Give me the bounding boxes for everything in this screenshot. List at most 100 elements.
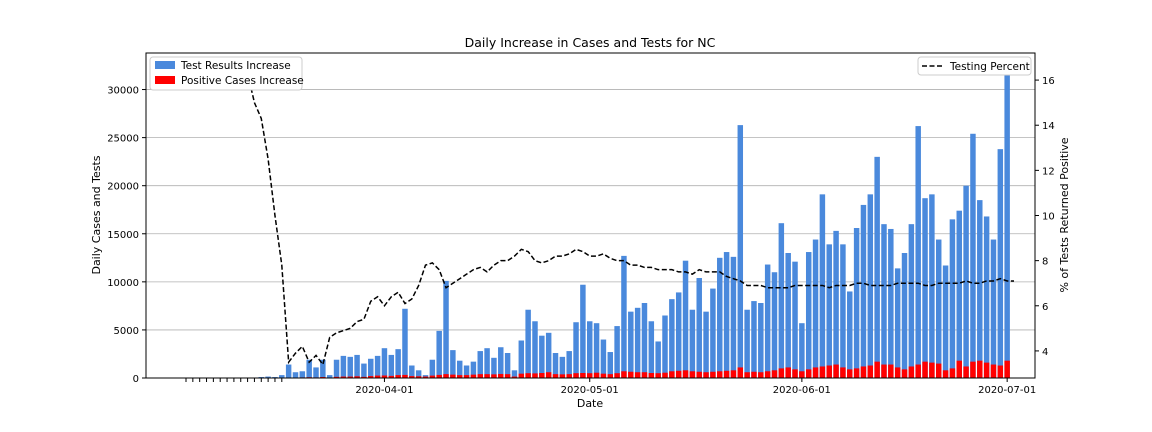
bar-positive-cases <box>340 376 347 378</box>
bar-positive-cases <box>901 369 908 378</box>
bar-positive-cases <box>504 374 511 378</box>
bar-positive-cases <box>737 367 744 378</box>
x-tick-label: 2020-06-01 <box>773 385 831 396</box>
bar-positive-cases <box>409 376 415 378</box>
bar-positive-cases <box>634 372 641 378</box>
legend-swatch-positive <box>155 76 175 84</box>
bar-positive-cases <box>956 360 962 378</box>
bar-test-results <box>518 340 525 378</box>
bar-positive-cases <box>593 372 600 378</box>
bar-test-results <box>614 326 620 378</box>
bar-test-results <box>655 341 661 378</box>
bar-test-results <box>785 253 791 378</box>
bar-test-results <box>812 239 819 378</box>
bar-test-results <box>621 255 627 378</box>
bar-test-results <box>559 356 566 378</box>
bar-positive-cases <box>792 369 798 378</box>
bar-positive-cases <box>518 373 525 378</box>
bar-positive-cases <box>826 365 832 378</box>
x-axis-label: Date <box>577 397 604 410</box>
bar-positive-cases <box>662 372 668 378</box>
bar-positive-cases <box>545 372 552 378</box>
bar-test-results <box>990 239 997 378</box>
bar-positive-cases <box>450 374 456 378</box>
bar-test-results <box>675 292 682 378</box>
bar-test-results <box>628 311 634 378</box>
bar-positive-cases <box>682 370 689 378</box>
bar-positive-cases <box>983 362 990 378</box>
bar-positive-cases <box>484 374 490 378</box>
bar-test-results <box>949 219 956 378</box>
bar-positive-cases <box>333 376 340 378</box>
bar-test-results <box>894 268 901 378</box>
legend-swatch-tests <box>155 61 175 69</box>
bar-positive-cases <box>929 362 935 378</box>
legend-right: Testing Percent <box>917 56 1032 76</box>
bar-positive-cases <box>552 374 559 378</box>
bar-positive-cases <box>456 375 463 378</box>
bar-test-results <box>963 185 969 378</box>
bar-test-results <box>641 303 648 378</box>
bar-test-results <box>935 239 942 378</box>
bar-test-results <box>285 364 292 378</box>
bar-test-results <box>983 216 990 378</box>
bar-test-results <box>326 375 333 378</box>
bar-test-results <box>853 228 860 378</box>
bar-positive-cases <box>874 361 880 378</box>
bar-test-results <box>484 348 490 378</box>
y-tick-label-left: 20000 <box>107 182 139 193</box>
bar-positive-cases <box>833 364 839 378</box>
y-tick-label-left: 5000 <box>114 326 139 337</box>
bar-test-results <box>436 330 442 378</box>
bar-positive-cases <box>354 376 360 378</box>
bar-positive-cases <box>381 375 388 378</box>
bar-positive-cases <box>368 376 374 378</box>
bar-positive-cases <box>860 366 867 378</box>
bar-test-results <box>771 272 778 378</box>
bar-positive-cases <box>422 376 429 378</box>
bar-positive-cases <box>539 373 545 378</box>
bar-positive-cases <box>847 369 853 378</box>
bar-positive-cases <box>614 373 620 378</box>
bar-test-results <box>634 307 641 378</box>
bar-positive-cases <box>744 372 750 378</box>
bar-positive-cases <box>621 371 627 378</box>
bar-positive-cases <box>641 372 648 378</box>
y-tick-label-left: 10000 <box>107 278 139 289</box>
bar-positive-cases <box>867 365 874 378</box>
bar-positive-cases <box>990 364 997 378</box>
y-axis-left: 0 5000 10000 15000 20000 25000 30000 <box>107 86 146 385</box>
bar-positive-cases <box>1004 360 1010 378</box>
bar-test-results <box>764 264 771 378</box>
bar-positive-cases <box>415 376 422 378</box>
bar-positive-cases <box>374 375 381 378</box>
bar-test-results <box>737 125 744 379</box>
bar-positive-cases <box>799 371 805 378</box>
bar-positive-cases <box>970 361 976 378</box>
bar-test-results <box>539 335 545 378</box>
bar-test-results <box>970 133 976 378</box>
bar-test-results <box>833 230 839 378</box>
bar-test-results <box>805 252 812 378</box>
bar-positive-cases <box>723 370 730 378</box>
bar-test-results <box>881 224 887 378</box>
x-axis: 2020-04-01 2020-05-01 2020-06-01 2020-07-01 <box>185 378 1036 396</box>
bar-positive-cases <box>758 372 764 378</box>
bar-test-results <box>888 228 894 378</box>
bar-test-results <box>415 370 422 378</box>
bar-positive-cases <box>463 375 470 378</box>
bar-positive-cases <box>888 364 894 378</box>
bar-positive-cases <box>511 376 518 378</box>
bar-test-results <box>306 359 312 378</box>
bar-positive-cases <box>388 375 395 378</box>
x-tick-label: 2020-05-01 <box>561 385 619 396</box>
bar-test-results <box>463 365 470 378</box>
bar-positive-cases <box>997 365 1004 378</box>
y-tick-label-right: 12 <box>1042 166 1055 177</box>
bar-test-results <box>977 200 983 378</box>
testing-percent-line <box>246 73 1014 367</box>
bar-test-results <box>545 332 552 378</box>
bar-positive-cases <box>470 374 477 378</box>
bar-test-results <box>566 351 572 378</box>
bar-test-results <box>689 309 696 378</box>
